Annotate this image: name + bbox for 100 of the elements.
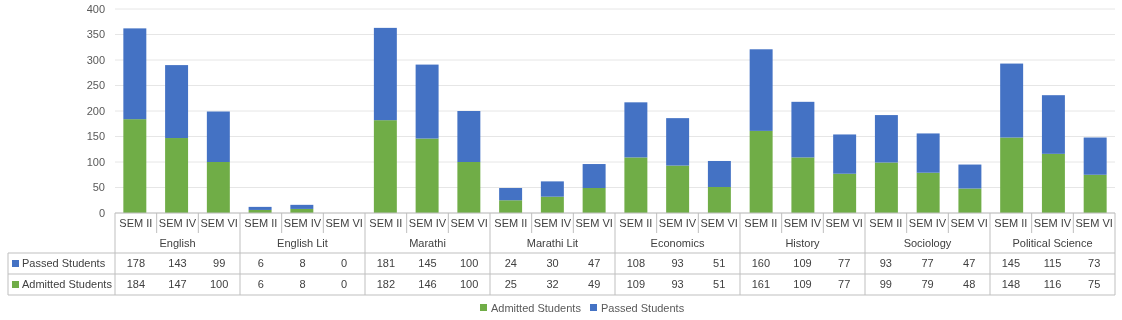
data-label: 93 — [671, 257, 684, 270]
data-label: 30 — [546, 257, 559, 270]
bar — [582, 164, 606, 189]
bar — [833, 173, 857, 213]
data-label: 8 — [299, 257, 306, 270]
bar — [666, 118, 690, 166]
bar — [958, 188, 982, 213]
data-label: 100 — [209, 278, 229, 291]
x-tick-label: SEM II — [494, 216, 528, 229]
x-tick-label: SEM VI — [825, 216, 863, 229]
x-tick-label: SEM IV — [1033, 216, 1072, 229]
text: English — [159, 236, 196, 249]
data-label: 145 — [1001, 257, 1021, 270]
bar — [373, 120, 397, 213]
bar — [916, 172, 940, 213]
x-tick-label: SEM IV — [908, 216, 947, 229]
x-tick-label: SEM VI — [1075, 216, 1113, 229]
bar — [540, 181, 564, 197]
data-label: 6 — [257, 257, 264, 270]
bar — [373, 27, 397, 121]
bar — [833, 134, 857, 174]
bar — [707, 186, 731, 213]
bar — [123, 119, 147, 213]
bar — [540, 196, 564, 213]
data-label: 49 — [588, 278, 601, 291]
data-label: 100 — [459, 257, 479, 270]
legend-label: Passed Students — [22, 257, 106, 270]
bar — [707, 160, 731, 187]
data-label: 182 — [376, 278, 396, 291]
data-label: 79 — [921, 278, 934, 291]
legend-label: Admitted Students — [22, 278, 113, 291]
bar — [165, 138, 189, 213]
text: Passed Students — [601, 301, 685, 314]
x-tick-label: SEM II — [994, 216, 1028, 229]
x-tick-label: SEM IV — [533, 216, 572, 229]
data-label: 47 — [963, 257, 976, 270]
data-label: 145 — [418, 257, 437, 270]
y-tick-label: 400 — [86, 2, 105, 15]
y-tick-label: 250 — [86, 79, 105, 92]
x-tick-label: SEM IV — [783, 216, 822, 229]
y-tick-label: 300 — [86, 53, 105, 66]
data-label: 24 — [504, 257, 517, 270]
data-label: 147 — [168, 278, 187, 291]
bar — [791, 157, 815, 213]
bar — [1041, 95, 1065, 154]
bar — [206, 162, 230, 213]
bar — [1083, 137, 1107, 175]
bar — [624, 102, 648, 158]
bar — [874, 115, 898, 163]
data-label: 148 — [1001, 278, 1021, 291]
x-tick-label: SEM IV — [283, 216, 322, 229]
bar — [791, 101, 815, 158]
x-tick-label: SEM II — [869, 216, 903, 229]
data-label: 100 — [459, 278, 479, 291]
bar — [457, 162, 481, 213]
text: Marathi Lit — [526, 236, 579, 249]
data-label: 109 — [793, 257, 812, 270]
bar — [916, 133, 940, 173]
bar — [958, 164, 982, 189]
data-label: 109 — [793, 278, 812, 291]
text: Political Science — [1012, 236, 1093, 249]
text: Marathi — [409, 236, 446, 249]
bar — [749, 130, 773, 213]
bar — [415, 64, 439, 139]
bar — [499, 200, 523, 213]
x-tick-label: SEM IV — [658, 216, 697, 229]
data-label: 108 — [626, 257, 646, 270]
data-label: 181 — [376, 257, 396, 270]
x-tick-label: SEM VI — [450, 216, 488, 229]
data-label: 109 — [626, 278, 646, 291]
x-tick-label: SEM II — [744, 216, 778, 229]
x-tick-label: SEM VI — [700, 216, 738, 229]
data-label: 93 — [671, 278, 684, 291]
data-label: 161 — [751, 278, 771, 291]
x-tick-label: SEM VI — [200, 216, 238, 229]
data-label: 77 — [838, 278, 851, 291]
data-label: 99 — [879, 278, 892, 291]
data-label: 51 — [713, 278, 726, 291]
data-label: 178 — [126, 257, 146, 270]
bar — [206, 111, 230, 162]
bar — [666, 165, 690, 213]
bar — [1083, 174, 1107, 213]
bar — [1000, 63, 1024, 138]
x-tick-label: SEM IV — [408, 216, 447, 229]
x-tick-label: SEM II — [244, 216, 278, 229]
text: English Lit — [277, 236, 328, 249]
data-label: 77 — [838, 257, 851, 270]
bar — [165, 65, 189, 139]
text: Sociology — [903, 236, 952, 249]
data-label: 25 — [504, 278, 517, 291]
x-tick-label: SEM II — [119, 216, 153, 229]
data-label: 115 — [1043, 257, 1062, 270]
data-label: 51 — [713, 257, 726, 270]
text: Admitted Students — [491, 301, 581, 314]
x-tick-label: SEM VI — [575, 216, 613, 229]
bar — [582, 188, 606, 213]
bar — [415, 138, 439, 213]
y-tick-label: 50 — [92, 181, 105, 194]
y-tick-label: 150 — [86, 130, 105, 143]
bar — [1041, 153, 1065, 213]
